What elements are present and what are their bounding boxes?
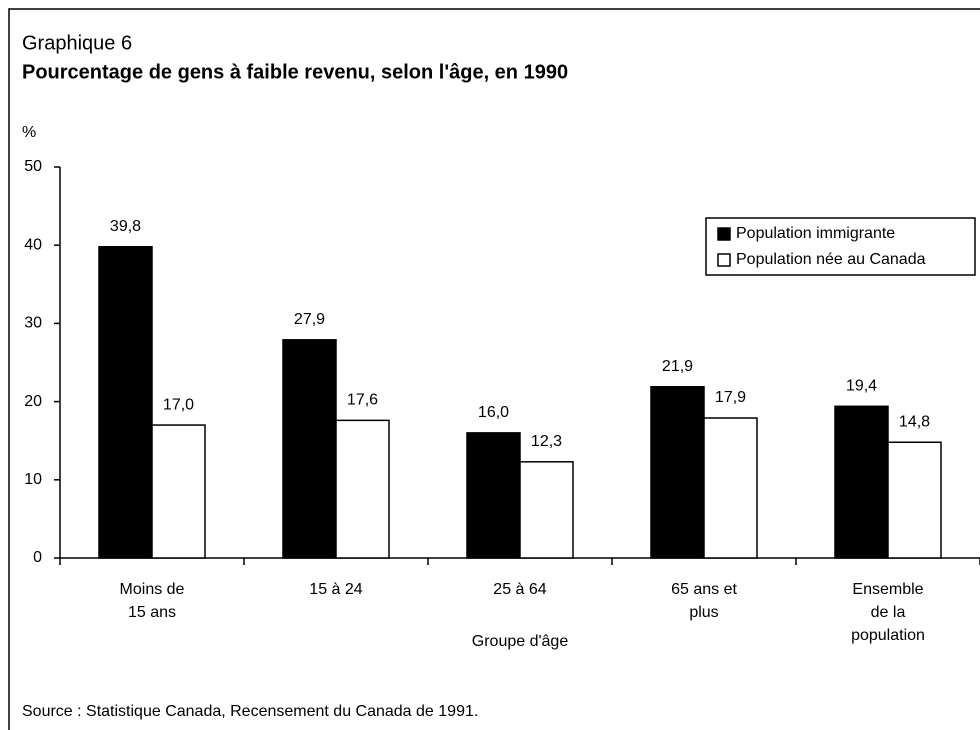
chart-title: Pourcentage de gens à faible revenu, sel… (22, 61, 568, 83)
legend-box (705, 217, 976, 276)
bar (887, 441, 942, 559)
bar (151, 424, 206, 559)
x-tick-label: Ensemble (852, 581, 923, 598)
legend-label: Population née au Canada (736, 251, 926, 268)
x-tick-label: 25 à 64 (493, 581, 546, 598)
y-tick-label: 40 (24, 236, 42, 253)
value-label: 14,8 (899, 413, 930, 430)
x-tick-label: 15 à 24 (309, 581, 362, 598)
value-label: 17,0 (163, 396, 194, 413)
y-tick-label: 0 (33, 549, 42, 566)
value-label: 12,3 (531, 433, 562, 450)
x-tick-label: 65 ans et (671, 581, 737, 598)
bar (703, 417, 758, 559)
x-tick-label: Moins de (120, 581, 185, 598)
legend-swatch (717, 253, 731, 267)
bar (519, 461, 574, 559)
x-tick-label: plus (689, 604, 718, 621)
bar (650, 385, 705, 559)
value-label: 21,9 (662, 358, 693, 375)
x-tick-label: de la (871, 604, 906, 621)
y-tick-label: 50 (24, 158, 42, 175)
bar (282, 339, 337, 559)
y-tick-label: 30 (24, 315, 42, 332)
y-tick-label: 20 (24, 393, 42, 410)
value-label: 39,8 (110, 218, 141, 235)
x-tick-label: population (851, 627, 925, 644)
bar (834, 405, 889, 559)
frame (8, 8, 980, 730)
y-axis-label: % (22, 124, 36, 141)
value-label: 17,6 (347, 392, 378, 409)
y-tick-label: 10 (24, 471, 42, 488)
value-label: 17,9 (715, 389, 746, 406)
value-label: 19,4 (846, 378, 877, 395)
bar (98, 246, 153, 559)
legend-swatch (717, 227, 731, 241)
value-label: 16,0 (478, 404, 509, 421)
legend-label: Population immigrante (736, 225, 895, 242)
bar (466, 432, 521, 559)
value-label: 27,9 (294, 311, 325, 328)
x-axis-label: Groupe d'âge (472, 633, 569, 650)
chart-label: Graphique 6 (22, 32, 132, 54)
x-tick-label: 15 ans (128, 604, 176, 621)
source-note: Source : Statistique Canada, Recensement… (22, 703, 478, 720)
bar (335, 419, 390, 559)
